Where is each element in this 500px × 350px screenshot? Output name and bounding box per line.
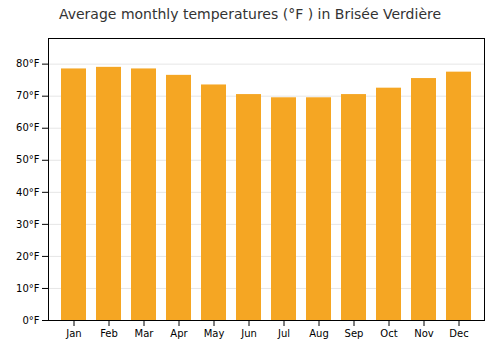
- svg-text:0°F: 0°F: [22, 315, 39, 326]
- svg-text:70°F: 70°F: [16, 90, 40, 101]
- svg-text:Jun: Jun: [240, 328, 257, 339]
- svg-text:May: May: [204, 328, 225, 339]
- svg-text:Jul: Jul: [277, 328, 290, 339]
- svg-text:Sep: Sep: [345, 328, 364, 339]
- svg-text:80°F: 80°F: [16, 58, 40, 69]
- svg-text:Dec: Dec: [449, 328, 468, 339]
- svg-text:Aug: Aug: [309, 328, 329, 339]
- svg-text:Jan: Jan: [65, 328, 81, 339]
- svg-text:20°F: 20°F: [16, 251, 40, 262]
- svg-text:Nov: Nov: [414, 328, 434, 339]
- svg-text:10°F: 10°F: [16, 283, 40, 294]
- html-text:Average monthly temperatures (: Average monthly temperatures (°F ) in Br…: [58, 6, 442, 22]
- svg-text:50°F: 50°F: [16, 154, 40, 165]
- svg-text:60°F: 60°F: [16, 122, 40, 133]
- svg-text:Feb: Feb: [100, 328, 118, 339]
- svg-text:30°F: 30°F: [16, 219, 40, 230]
- svg-text:Oct: Oct: [380, 328, 397, 339]
- svg-text:40°F: 40°F: [16, 187, 40, 198]
- svg-text:Mar: Mar: [135, 328, 155, 339]
- svg-text:Apr: Apr: [170, 328, 188, 339]
